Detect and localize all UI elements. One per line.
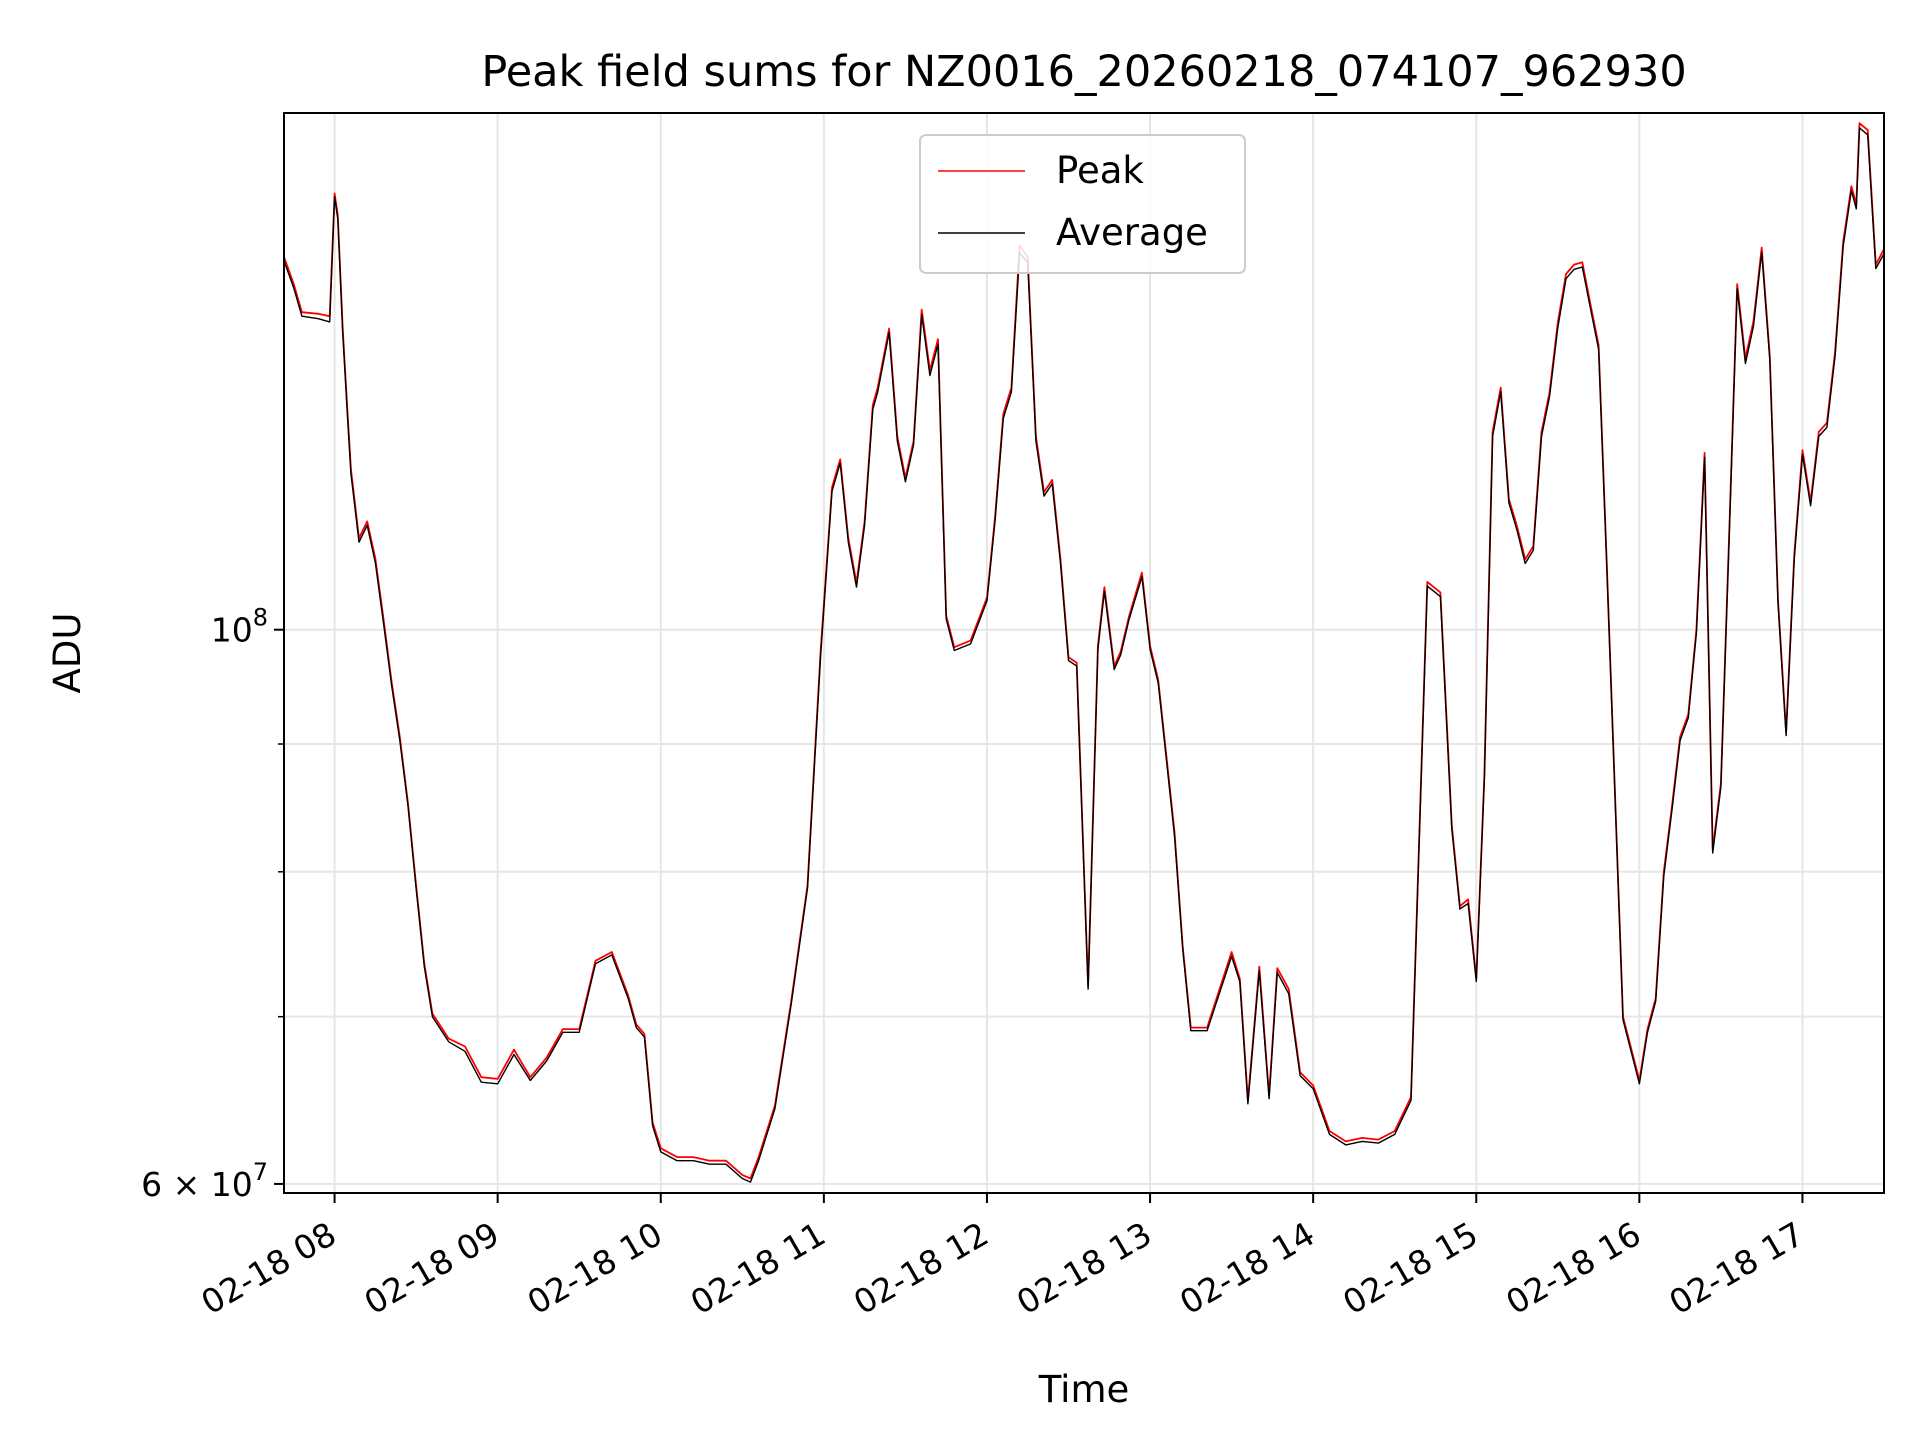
legend-peak-label: Peak: [1056, 149, 1144, 192]
chart-title: Peak field sums for NZ0016_20260218_0741…: [481, 47, 1686, 97]
series-line-average: [284, 127, 1884, 1183]
legend-box: [919, 134, 1246, 274]
y-tick-label: 108: [211, 604, 268, 650]
y-axis-ticks: 6 × 107 108: [141, 604, 284, 1204]
y-tick-label: 6 × 107: [141, 1158, 268, 1204]
legend-average-label: Average: [1056, 211, 1208, 254]
legend: Peak Average: [919, 134, 1246, 274]
plot-frame: [283, 112, 1885, 1194]
series-lines: [284, 122, 1884, 1183]
x-axis-label: Time: [1038, 1368, 1130, 1411]
plot-area: [284, 113, 1884, 1193]
y-axis-label: ADU: [46, 613, 89, 694]
